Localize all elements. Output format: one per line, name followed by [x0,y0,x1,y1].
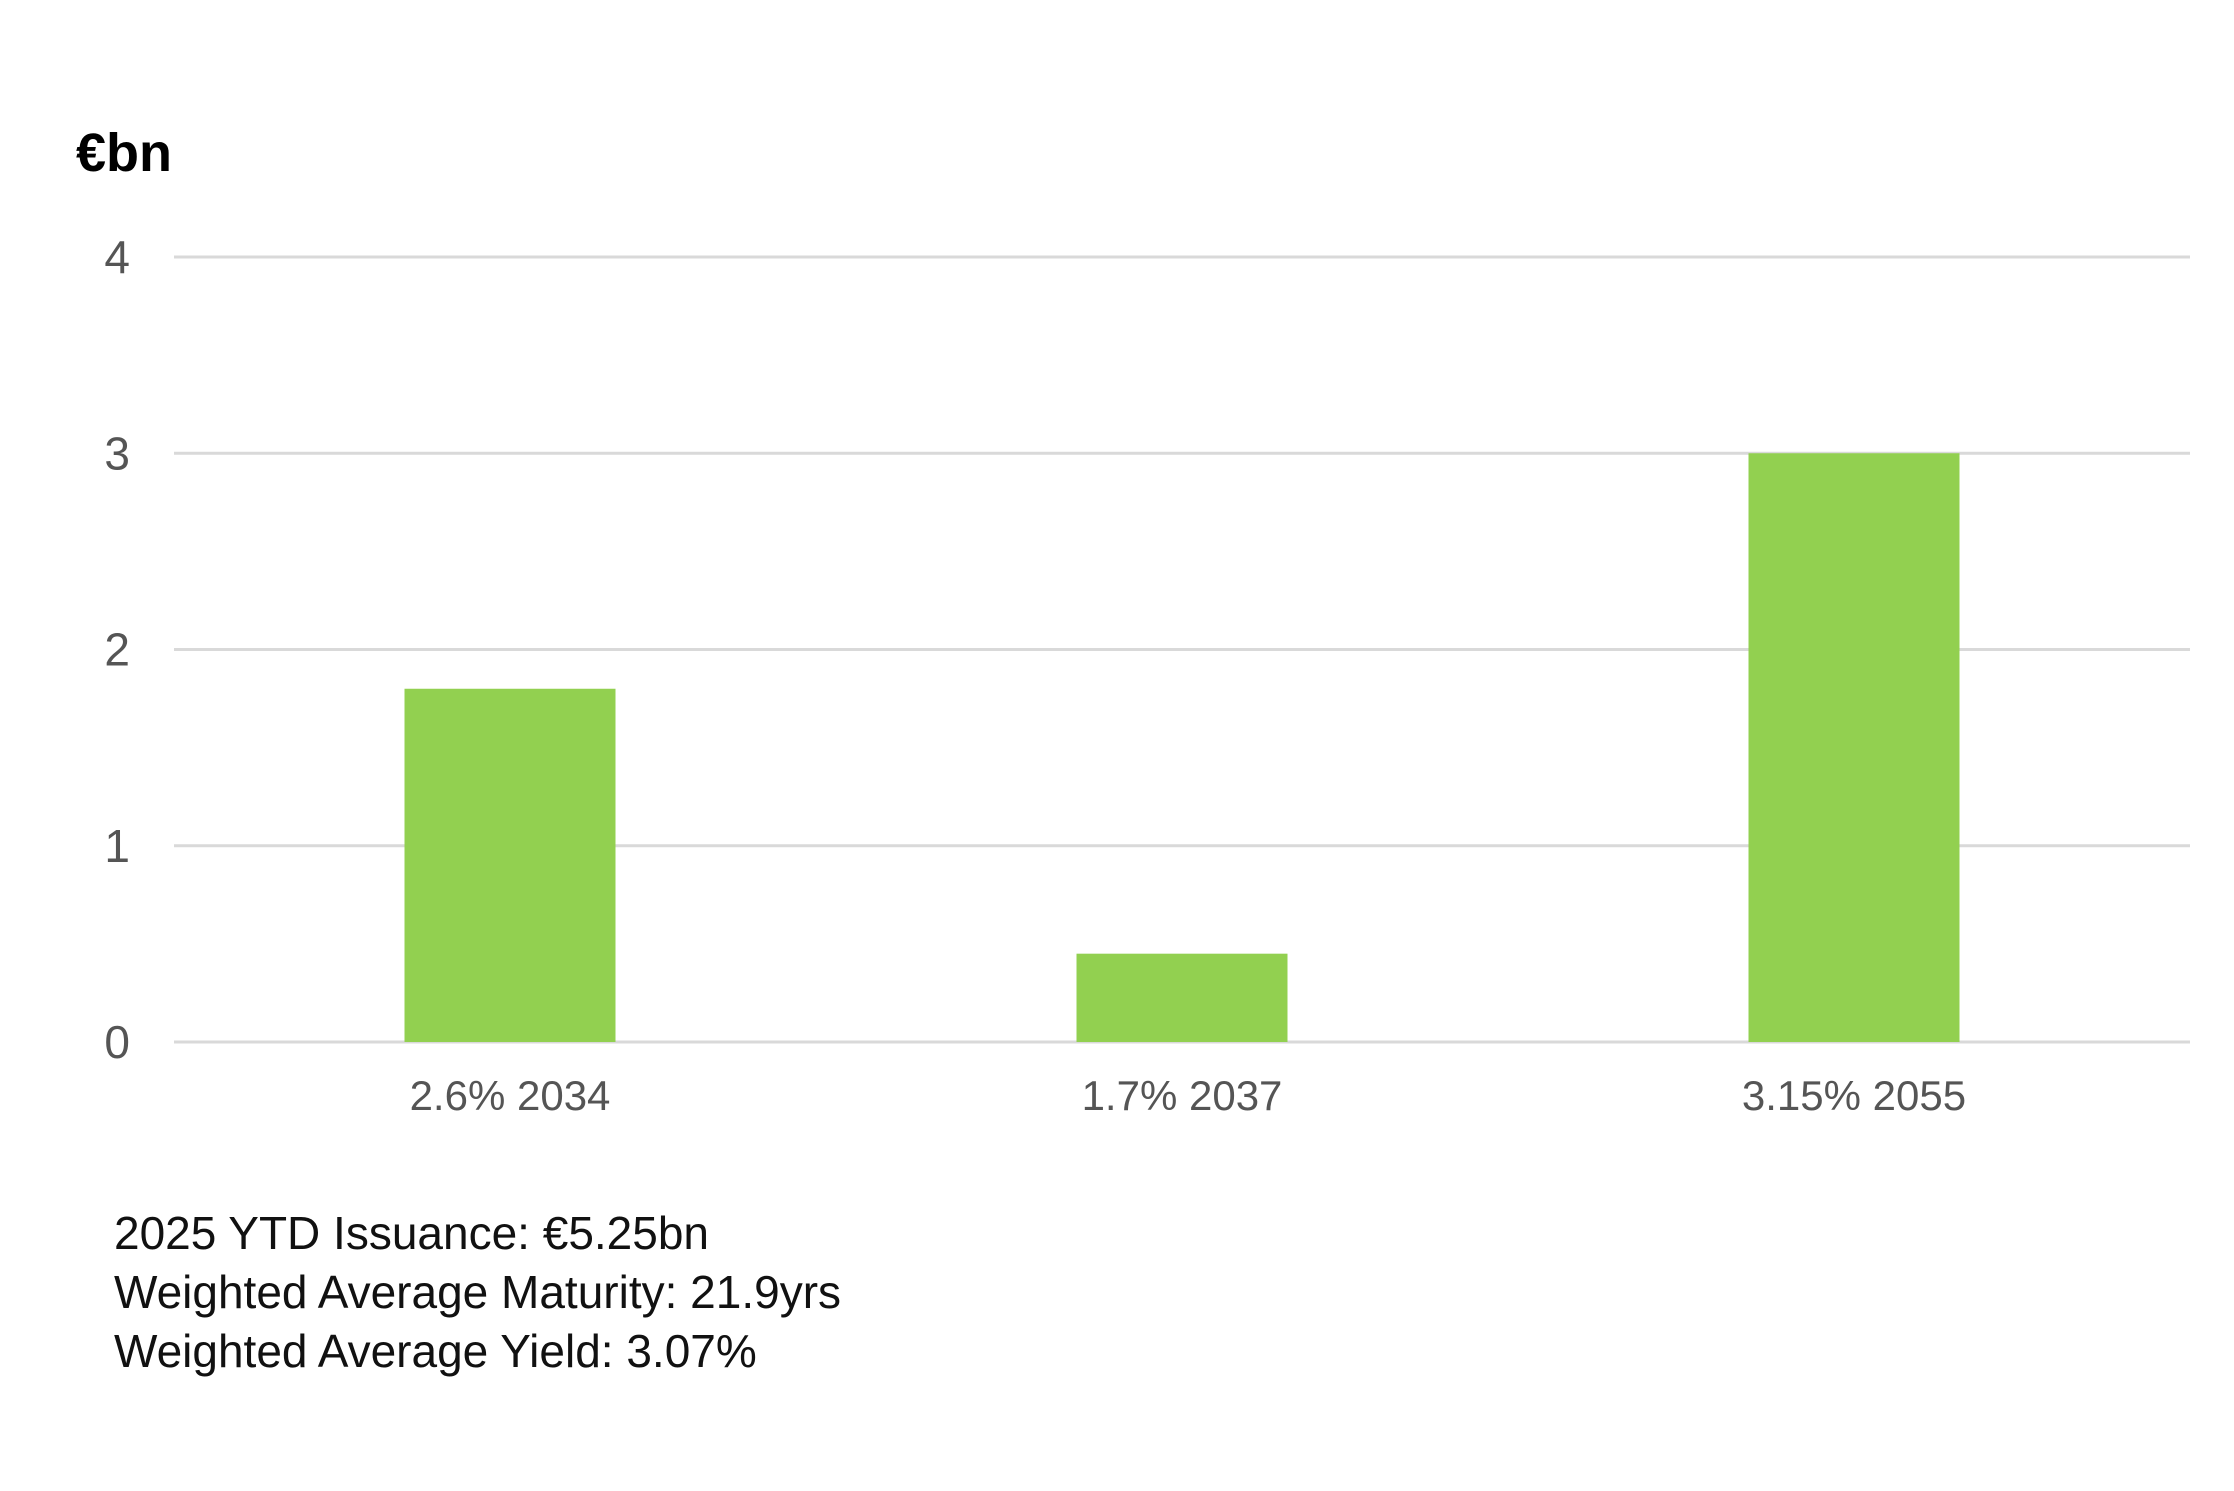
y-axis-label: €bn [76,123,173,183]
y-tick-label: 1 [104,820,130,872]
x-tick-label: 1.7% 2037 [1082,1072,1283,1119]
bar-chart: 0 1 2 3 4 2.6% 2034 1.7% 2037 3.15% 2055 [104,231,2190,1119]
maturity-note: Weighted Average Maturity: 21.9yrs [114,1266,842,1318]
y-tick-label: 4 [104,231,130,283]
bar [1748,453,1960,1042]
x-tick-label: 3.15% 2055 [1742,1072,1966,1119]
y-tick-label: 0 [104,1016,130,1068]
summary-notes: 2025 YTD Issuance: €5.25bn Weighted Aver… [114,1204,841,1381]
issuance-note: 2025 YTD Issuance: €5.25bn [114,1207,710,1259]
y-tick-label: 2 [104,624,130,676]
x-tick-label: 2.6% 2034 [410,1072,611,1119]
yield-note: Weighted Average Yield: 3.07% [114,1325,757,1377]
y-tick-label: 3 [104,427,130,479]
bar [404,688,616,1042]
bar [1076,953,1288,1042]
